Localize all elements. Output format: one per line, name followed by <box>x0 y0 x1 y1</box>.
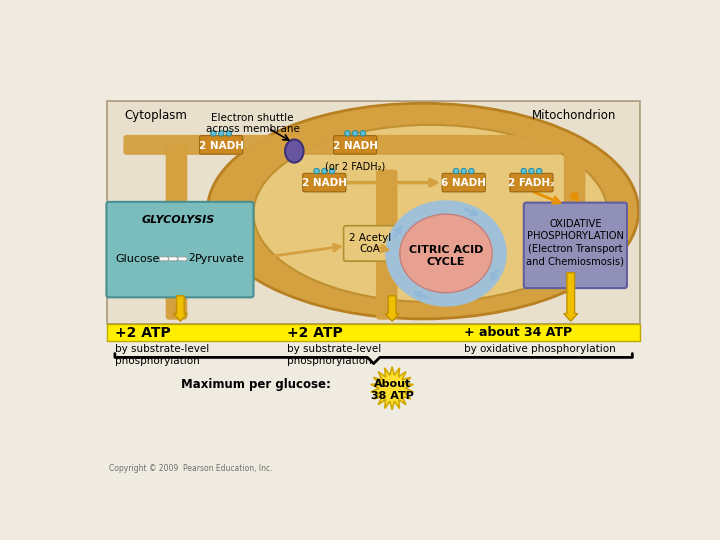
FancyArrow shape <box>168 256 179 261</box>
Text: 2 NADH: 2 NADH <box>302 178 347 188</box>
Circle shape <box>314 168 320 174</box>
Ellipse shape <box>285 139 304 163</box>
Circle shape <box>226 131 232 136</box>
Bar <box>640 65 647 481</box>
Text: OXIDATIVE
PHOSPHORYLATION
(Electron Transport
and Chemiosmosis): OXIDATIVE PHOSPHORYLATION (Electron Tran… <box>526 219 624 266</box>
FancyBboxPatch shape <box>523 202 627 288</box>
Text: 2 NADH: 2 NADH <box>199 140 243 151</box>
FancyBboxPatch shape <box>442 173 485 192</box>
Text: 2 FADH₂: 2 FADH₂ <box>508 178 555 188</box>
Bar <box>92 65 647 101</box>
Text: (or 2 FADH₂): (or 2 FADH₂) <box>325 162 385 172</box>
FancyBboxPatch shape <box>303 173 346 192</box>
Ellipse shape <box>207 103 639 319</box>
Bar <box>107 325 640 341</box>
FancyArrow shape <box>174 296 187 321</box>
Text: Cytoplasm: Cytoplasm <box>124 110 187 123</box>
Circle shape <box>211 131 216 136</box>
Circle shape <box>528 168 534 174</box>
Text: 2 NADH: 2 NADH <box>333 140 378 151</box>
FancyBboxPatch shape <box>343 226 396 261</box>
Text: Electron shuttle
across membrane: Electron shuttle across membrane <box>206 112 300 134</box>
FancyArrow shape <box>178 256 188 261</box>
Text: OVERVIEW OF AEROBIC RESPIRATION: OVERVIEW OF AEROBIC RESPIRATION <box>92 69 646 94</box>
FancyBboxPatch shape <box>376 170 397 320</box>
Text: by oxidative phosphorylation: by oxidative phosphorylation <box>464 345 616 354</box>
FancyArrow shape <box>160 256 170 261</box>
Text: Pyruvate: Pyruvate <box>195 254 245 264</box>
Bar <box>107 101 640 325</box>
Text: by substrate-level
phosphorylation: by substrate-level phosphorylation <box>287 345 381 366</box>
Circle shape <box>218 131 224 136</box>
Circle shape <box>345 131 350 136</box>
Text: + about 34 ATP: + about 34 ATP <box>464 326 572 339</box>
FancyBboxPatch shape <box>199 136 243 154</box>
Circle shape <box>521 168 526 174</box>
FancyBboxPatch shape <box>564 144 585 276</box>
FancyArrow shape <box>564 273 577 321</box>
Text: +2 ATP: +2 ATP <box>115 326 171 340</box>
Text: GLYCOLYSIS: GLYCOLYSIS <box>141 215 215 225</box>
Circle shape <box>329 168 335 174</box>
Text: +2 ATP: +2 ATP <box>287 326 343 340</box>
Text: Copyright © 2009  Pearson Education, Inc.: Copyright © 2009 Pearson Education, Inc. <box>109 464 272 473</box>
Text: Glucose: Glucose <box>115 254 159 264</box>
Text: Mitochondrion: Mitochondrion <box>532 110 616 123</box>
Ellipse shape <box>253 125 608 302</box>
FancyBboxPatch shape <box>333 136 377 154</box>
Circle shape <box>454 168 459 174</box>
FancyBboxPatch shape <box>510 173 553 192</box>
Bar <box>107 101 640 325</box>
Circle shape <box>353 131 358 136</box>
Text: Maximum per glucose:: Maximum per glucose: <box>181 378 330 391</box>
Circle shape <box>461 168 467 174</box>
FancyArrow shape <box>385 296 399 321</box>
Text: 2: 2 <box>188 253 194 264</box>
FancyBboxPatch shape <box>166 144 187 320</box>
Polygon shape <box>371 367 413 410</box>
Text: CITRIC ACID
CYCLE: CITRIC ACID CYCLE <box>409 245 483 267</box>
Text: by substrate-level
phosphorylation: by substrate-level phosphorylation <box>115 345 209 366</box>
Circle shape <box>360 131 366 136</box>
Circle shape <box>469 168 474 174</box>
Circle shape <box>536 168 542 174</box>
Text: 6 NADH: 6 NADH <box>441 178 486 188</box>
FancyBboxPatch shape <box>123 135 561 155</box>
Bar <box>92 65 107 481</box>
Circle shape <box>322 168 327 174</box>
Text: About
38 ATP: About 38 ATP <box>371 379 413 401</box>
Ellipse shape <box>400 214 492 293</box>
Text: 2 Acetyl
CoA: 2 Acetyl CoA <box>348 233 391 254</box>
FancyBboxPatch shape <box>107 202 253 298</box>
Bar <box>92 325 647 481</box>
